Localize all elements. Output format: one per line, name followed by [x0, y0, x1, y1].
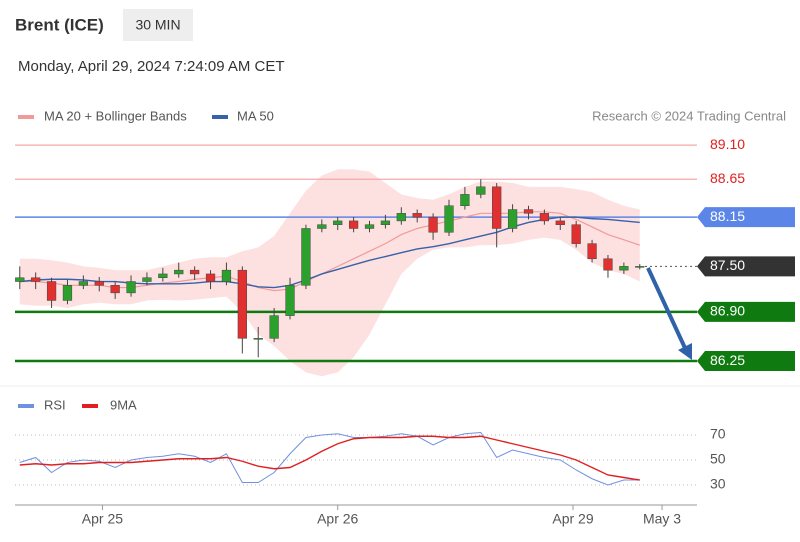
- y-tick-label: 50: [710, 451, 726, 467]
- ma-line: [19, 216, 640, 289]
- level-box: [697, 256, 795, 277]
- x-tick-label: Apr 25: [82, 511, 123, 527]
- y-tick-label: 70: [710, 426, 726, 442]
- candle-body: [78, 281, 88, 286]
- candle-body: [158, 273, 168, 278]
- candle-body: [269, 315, 279, 339]
- credit: Research © 2024 Trading Central: [592, 108, 786, 123]
- legend-swatch: [18, 115, 34, 119]
- candle-body: [507, 209, 518, 229]
- rsi-line: [19, 435, 640, 481]
- candle-body: [523, 209, 534, 214]
- forecast-arrow: [646, 267, 687, 349]
- candle-body: [46, 281, 57, 301]
- candle-body: [221, 269, 232, 282]
- candle-body: [380, 220, 391, 225]
- legend-swatch: [18, 404, 34, 408]
- candle-body: [555, 220, 565, 225]
- level-box: [697, 207, 795, 228]
- candle-body: [492, 186, 502, 229]
- candle-body: [31, 277, 41, 282]
- candle-body: [253, 338, 263, 340]
- legend-swatch: [82, 404, 98, 408]
- price-panel: MA 20 + Bollinger Bands MA 50 89.10 88.65 88…: [15, 108, 795, 377]
- candle-body: [15, 277, 25, 282]
- candle-body: [444, 205, 454, 233]
- candle-body: [205, 273, 216, 282]
- legend-label: RSI: [44, 397, 66, 412]
- candle-body: [110, 285, 120, 294]
- x-tick-label: May 3: [643, 511, 681, 527]
- candle-body: [539, 213, 550, 222]
- level-box: [697, 351, 795, 372]
- candle-body: [142, 277, 152, 282]
- legend-label: MA 20 + Bollinger Bands: [44, 108, 187, 123]
- candle-body: [190, 269, 200, 275]
- candle-body: [476, 186, 486, 195]
- candle-body: [396, 213, 406, 222]
- forecast-arrow-head: [678, 343, 692, 360]
- level-label: 88.15: [710, 208, 745, 224]
- candle-body: [571, 224, 581, 244]
- candle-body: [62, 285, 73, 301]
- level-label: 86.90: [710, 303, 745, 319]
- candle-body: [348, 220, 359, 229]
- level-label: 88.65: [710, 170, 745, 186]
- candle-body: [364, 224, 375, 229]
- y-tick-label: 30: [710, 476, 726, 492]
- bollinger-band: [19, 169, 640, 377]
- candle-body: [635, 266, 645, 268]
- rsi-line: [19, 431, 640, 486]
- candle-body: [333, 220, 343, 225]
- candle-body: [587, 243, 597, 260]
- candle-body: [317, 224, 327, 229]
- x-tick-label: Apr 29: [552, 511, 593, 527]
- candle-body: [301, 228, 311, 286]
- level-label: 86.25: [710, 352, 745, 368]
- legend-label: MA 50: [237, 108, 274, 123]
- candle-body: [285, 285, 295, 316]
- level-box: [697, 301, 795, 322]
- timeframe-box: [123, 9, 193, 41]
- candle-body: [94, 281, 104, 286]
- rsi-panel: 30 50 70 RSI 9MA: [15, 397, 726, 492]
- subtitle: Monday, April 29, 2024 7:24:09 AM CET: [18, 58, 285, 75]
- legend-swatch: [212, 115, 228, 119]
- ma-line: [19, 211, 640, 292]
- candle-body: [603, 258, 613, 271]
- level-label: 89.10: [710, 136, 745, 152]
- candle-body: [460, 194, 470, 207]
- candle-body: [126, 281, 136, 294]
- candle-body: [237, 269, 247, 339]
- level-label: 87.50: [710, 257, 745, 273]
- x-tick-label: Apr 26: [317, 511, 358, 527]
- candle-body: [412, 213, 422, 218]
- legend-label: 9MA: [110, 397, 137, 412]
- timeframe: 30 MIN: [135, 17, 180, 33]
- candle-body: [174, 269, 184, 275]
- candle-body: [428, 216, 438, 233]
- candle-body: [619, 266, 629, 271]
- chart-title: Brent (ICE): [15, 15, 104, 34]
